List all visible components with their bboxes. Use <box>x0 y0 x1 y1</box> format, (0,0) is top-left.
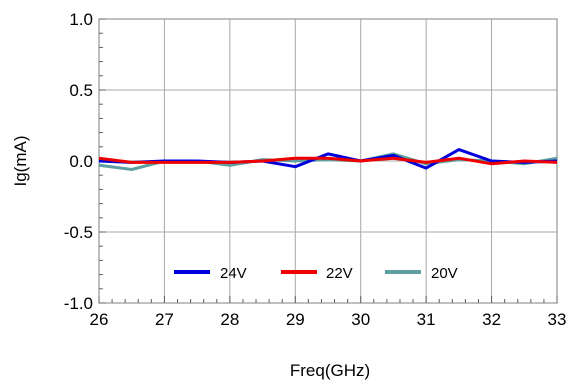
x-axis-label: Freq(GHz) <box>290 361 370 380</box>
y-tick-label: -0.5 <box>64 223 93 242</box>
series-line-22v <box>98 156 558 166</box>
y-axis-label: Ig(mA) <box>11 136 30 187</box>
y-tick-label: 1.0 <box>69 10 93 29</box>
x-tick-label: 32 <box>482 310 501 329</box>
legend-label-20v: 20V <box>431 265 458 282</box>
x-tick-label: 26 <box>90 310 109 329</box>
legend-label-22v: 22V <box>326 265 353 282</box>
x-tick-label: 33 <box>548 310 567 329</box>
x-tick-label: 31 <box>417 310 436 329</box>
legend-label-24v: 24V <box>220 265 247 282</box>
x-tick-label: 30 <box>351 310 370 329</box>
x-tick-label: 27 <box>155 310 174 329</box>
legend: 24V 22V 20V <box>174 265 458 282</box>
y-tick-label: 0.0 <box>69 152 93 171</box>
series-lines <box>98 148 558 171</box>
x-tick-labels: 26 27 28 29 30 31 32 33 <box>90 310 567 329</box>
x-tick-label: 29 <box>286 310 305 329</box>
x-tick-label: 28 <box>220 310 239 329</box>
y-tick-label: 0.5 <box>69 81 93 100</box>
y-tick-label: -1.0 <box>64 294 93 313</box>
y-tick-labels: 1.0 0.5 0.0 -0.5 -1.0 <box>64 10 93 313</box>
minor-ticks <box>98 18 558 304</box>
